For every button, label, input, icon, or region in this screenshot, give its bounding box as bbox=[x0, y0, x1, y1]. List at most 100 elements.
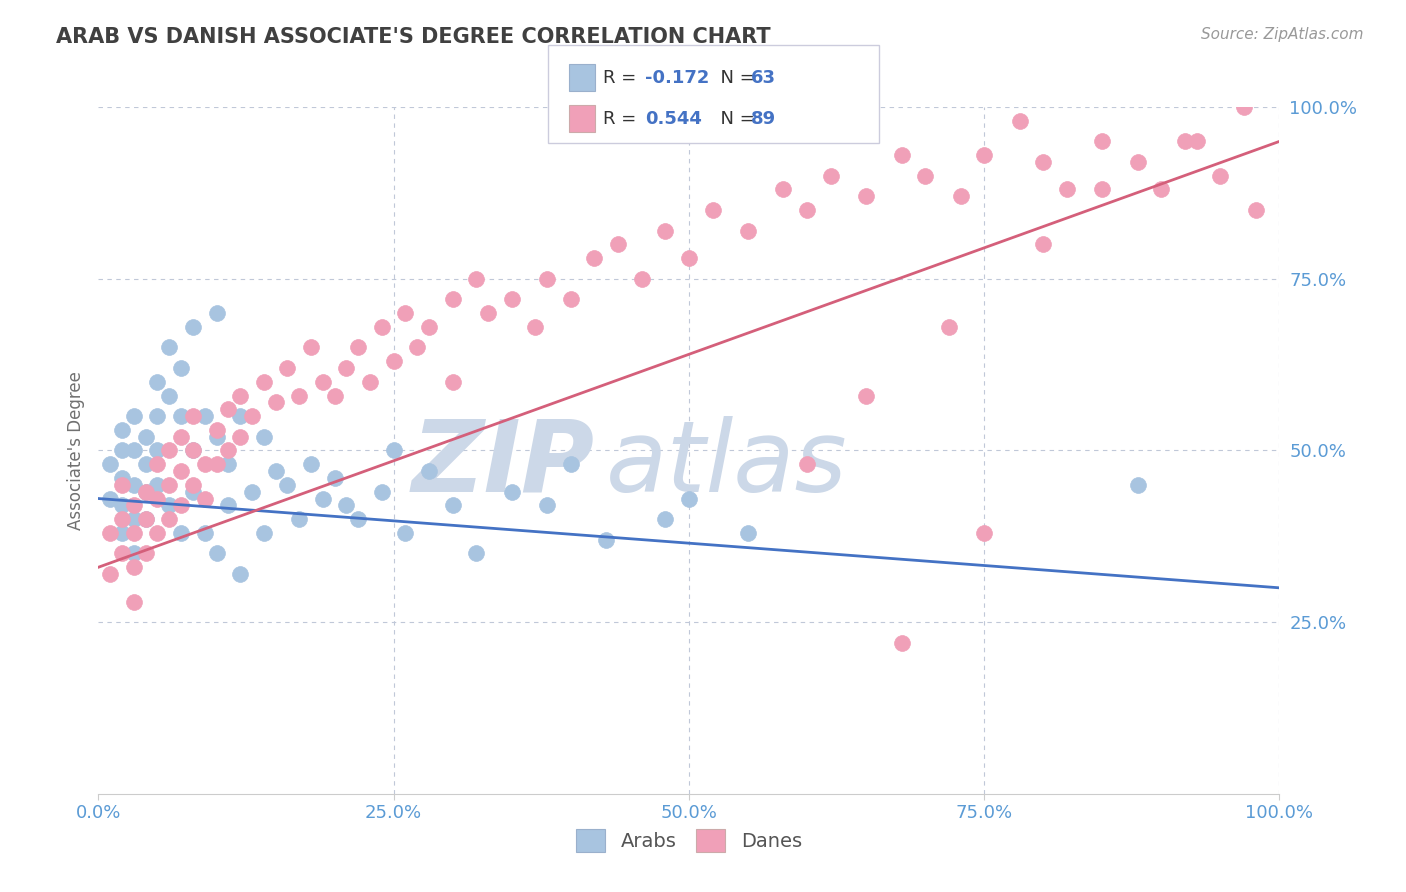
Point bbox=[122, 560, 145, 574]
Point bbox=[205, 457, 228, 471]
Point bbox=[299, 457, 322, 471]
Point bbox=[122, 478, 145, 492]
Point bbox=[1126, 155, 1149, 169]
Point bbox=[146, 457, 169, 471]
Point bbox=[335, 499, 357, 513]
Point bbox=[264, 464, 287, 478]
Point bbox=[560, 457, 582, 471]
Point bbox=[1233, 100, 1256, 114]
Text: 89: 89 bbox=[751, 110, 776, 128]
Point bbox=[820, 169, 842, 183]
Point bbox=[1150, 182, 1173, 196]
Point bbox=[205, 546, 228, 561]
Point bbox=[371, 319, 394, 334]
Point bbox=[205, 423, 228, 437]
Point bbox=[1032, 155, 1054, 169]
Point bbox=[122, 409, 145, 423]
Point bbox=[678, 251, 700, 265]
Point bbox=[1032, 237, 1054, 252]
Point bbox=[654, 512, 676, 526]
Point bbox=[157, 499, 180, 513]
Point bbox=[382, 443, 405, 458]
Point bbox=[394, 306, 416, 320]
Point bbox=[229, 409, 252, 423]
Point bbox=[111, 471, 134, 485]
Text: 63: 63 bbox=[751, 69, 776, 87]
Point bbox=[382, 354, 405, 368]
Point bbox=[299, 340, 322, 354]
Point bbox=[595, 533, 617, 547]
Point bbox=[229, 430, 252, 444]
Point bbox=[111, 525, 134, 540]
Point bbox=[359, 375, 381, 389]
Point bbox=[288, 388, 311, 402]
Point bbox=[98, 457, 121, 471]
Point bbox=[347, 340, 370, 354]
Point bbox=[98, 525, 121, 540]
Point bbox=[418, 464, 440, 478]
Point bbox=[135, 512, 157, 526]
Point bbox=[157, 512, 180, 526]
Point bbox=[973, 525, 995, 540]
Text: N =: N = bbox=[709, 110, 761, 128]
Point bbox=[583, 251, 606, 265]
Point bbox=[855, 388, 877, 402]
Point bbox=[418, 319, 440, 334]
Point bbox=[938, 319, 960, 334]
Point bbox=[135, 546, 157, 561]
Point bbox=[394, 525, 416, 540]
Point bbox=[1244, 203, 1267, 218]
Text: R =: R = bbox=[603, 110, 643, 128]
Point bbox=[146, 478, 169, 492]
Point bbox=[607, 237, 630, 252]
Point bbox=[217, 499, 239, 513]
Point bbox=[1209, 169, 1232, 183]
Point bbox=[890, 148, 912, 162]
Point bbox=[111, 478, 134, 492]
Point bbox=[205, 306, 228, 320]
Text: 0.544: 0.544 bbox=[645, 110, 702, 128]
Point bbox=[146, 491, 169, 506]
Point bbox=[312, 375, 335, 389]
Point bbox=[1091, 182, 1114, 196]
Point bbox=[630, 271, 652, 285]
Point bbox=[560, 293, 582, 307]
Point bbox=[135, 457, 157, 471]
Point bbox=[146, 375, 169, 389]
Point bbox=[1126, 478, 1149, 492]
Point bbox=[323, 388, 346, 402]
Text: atlas: atlas bbox=[606, 416, 848, 513]
Point bbox=[465, 271, 488, 285]
Point bbox=[122, 443, 145, 458]
Point bbox=[181, 443, 204, 458]
Point bbox=[170, 430, 193, 444]
Point bbox=[477, 306, 499, 320]
Point bbox=[181, 484, 204, 499]
Point bbox=[914, 169, 936, 183]
Point bbox=[181, 319, 204, 334]
Y-axis label: Associate's Degree: Associate's Degree bbox=[66, 371, 84, 530]
Point bbox=[135, 484, 157, 499]
Point bbox=[157, 388, 180, 402]
Point bbox=[194, 409, 217, 423]
Point bbox=[122, 525, 145, 540]
Point bbox=[135, 484, 157, 499]
Point bbox=[855, 189, 877, 203]
Point bbox=[135, 512, 157, 526]
Point bbox=[253, 430, 276, 444]
Point bbox=[111, 423, 134, 437]
Point bbox=[229, 388, 252, 402]
Point bbox=[347, 512, 370, 526]
Point bbox=[217, 457, 239, 471]
Point bbox=[737, 525, 759, 540]
Point bbox=[170, 525, 193, 540]
Point bbox=[524, 319, 547, 334]
Point bbox=[170, 464, 193, 478]
Point bbox=[181, 409, 204, 423]
Point bbox=[973, 148, 995, 162]
Point bbox=[98, 567, 121, 582]
Point bbox=[122, 546, 145, 561]
Point bbox=[312, 491, 335, 506]
Point bbox=[111, 546, 134, 561]
Point bbox=[288, 512, 311, 526]
